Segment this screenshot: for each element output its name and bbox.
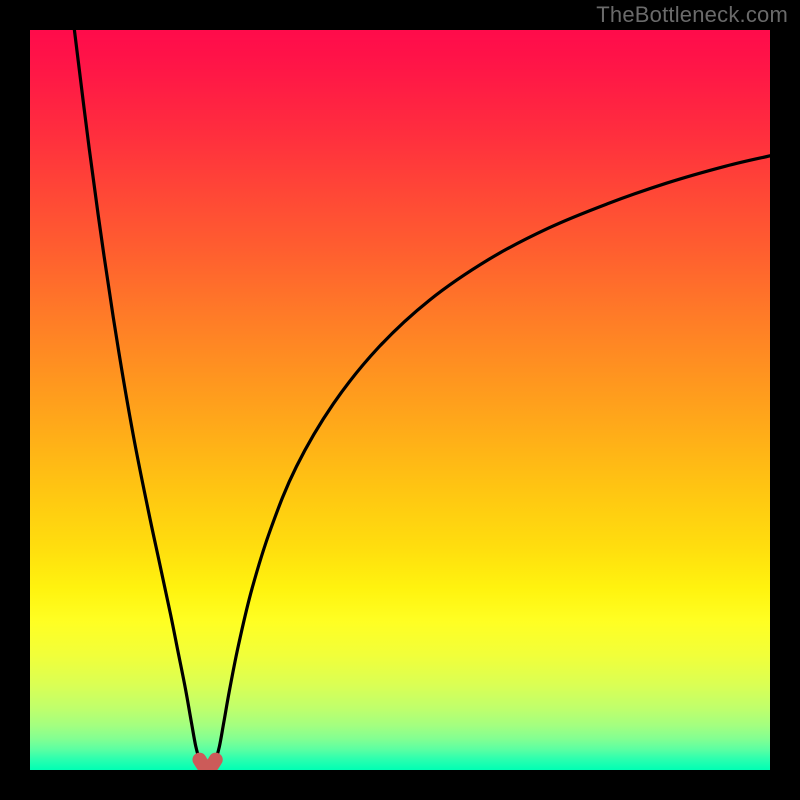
chart-svg xyxy=(30,30,770,770)
bottleneck-chart-root: TheBottleneck.com xyxy=(0,0,800,800)
bottleneck-marker xyxy=(199,760,215,769)
chart-background xyxy=(30,30,770,770)
watermark-text: TheBottleneck.com xyxy=(596,2,788,28)
chart-area xyxy=(30,30,770,770)
